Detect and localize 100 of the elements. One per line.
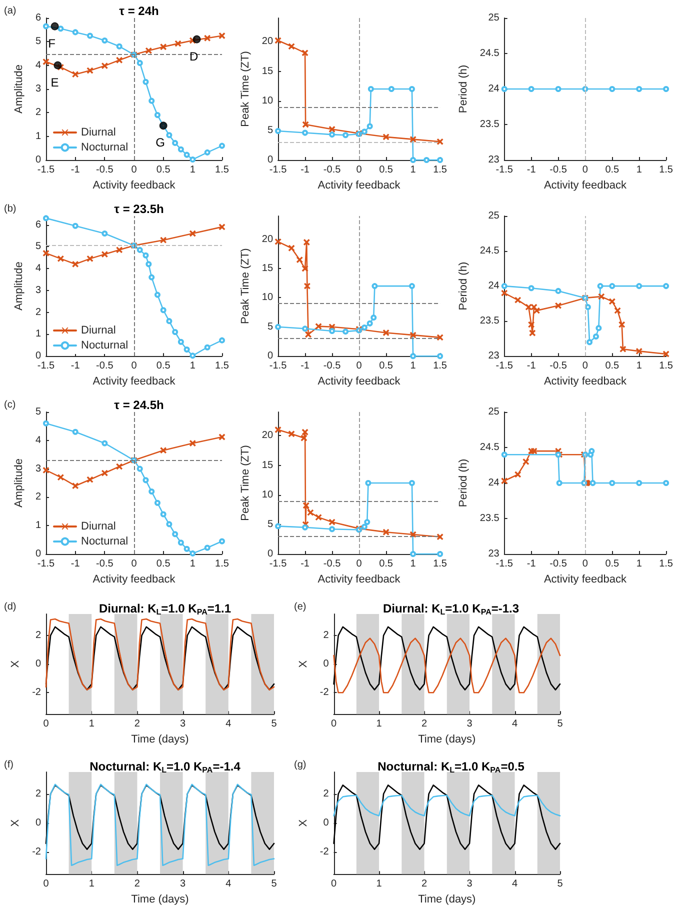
x-tick-label: -1.5 xyxy=(496,558,514,570)
x-tick-label: -1 xyxy=(300,360,310,372)
y-tick-label: 24.5 xyxy=(480,442,500,453)
x-tick-label: -1 xyxy=(70,558,80,570)
x-tick-label: 1.5 xyxy=(215,360,230,372)
y-tick-label: 24.5 xyxy=(480,48,500,59)
x-tick-label: 0.5 xyxy=(379,164,394,176)
x-tick-label: -1.5 xyxy=(496,360,514,372)
y-tick-label: 25 xyxy=(488,12,500,24)
y-tick-label: 5 xyxy=(35,36,42,48)
x-tick-label: 3 xyxy=(466,718,473,730)
y-tick-label: 23.5 xyxy=(480,119,500,130)
x-axis-title: Activity feedback xyxy=(92,376,176,388)
x-tick-label: 2 xyxy=(421,718,428,730)
x-axis-title: Activity feedback xyxy=(318,179,401,192)
x-tick-label: 1 xyxy=(410,164,416,176)
x-tick-label: -0.5 xyxy=(323,558,342,570)
x-tick-label: 1.5 xyxy=(659,164,674,176)
y-axis-title: Period (h) xyxy=(458,64,470,114)
y-tick-label: 3 xyxy=(35,84,42,94)
text: (e) xyxy=(294,602,306,612)
x-tick-label: 0.5 xyxy=(156,558,171,570)
x-tick-label: 0 xyxy=(582,558,588,570)
x-axis-title: Time (days) xyxy=(418,734,476,746)
y-tick-label: 10 xyxy=(262,292,274,304)
x-tick-label: 3 xyxy=(466,878,473,890)
x-axis-title: Activity feedback xyxy=(544,376,627,388)
y-tick-label: 0 xyxy=(35,818,42,829)
y-tick-label: 0 xyxy=(35,154,42,166)
y-tick-label: 0 xyxy=(35,548,42,560)
annotation: G xyxy=(156,136,166,150)
y-tick-label: 20 xyxy=(262,36,274,48)
y-axis-title: Peak Time (ZT) xyxy=(240,51,252,127)
y-tick-label: 24 xyxy=(488,84,500,94)
x-tick-label: 5 xyxy=(557,878,564,890)
text: (a) xyxy=(4,6,16,16)
y-tick-label: 4 xyxy=(35,60,42,71)
y-tick-label: 20 xyxy=(262,430,274,442)
x-tick-label: -1 xyxy=(526,558,536,570)
x-tick-label: 0 xyxy=(356,558,362,570)
x-axis-title: Activity feedback xyxy=(318,573,401,586)
x-tick-label: 0.5 xyxy=(605,164,620,176)
x-axis-title: Activity feedback xyxy=(318,376,401,388)
x-tick-label: 0 xyxy=(131,558,138,570)
x-tick-label: 4 xyxy=(226,878,232,890)
x-tick-label: -0.5 xyxy=(323,360,342,372)
legend-label: Diurnal xyxy=(81,324,116,336)
x-axis-title: Activity feedback xyxy=(544,179,627,192)
x-tick-label: 1 xyxy=(88,878,95,890)
y-tick-label: 24.5 xyxy=(480,246,500,257)
x-tick-label: 1.5 xyxy=(433,164,448,176)
y-tick-label: 1 xyxy=(35,328,42,340)
annotation: D xyxy=(189,49,198,64)
x-axis-title: Activity feedback xyxy=(92,179,176,192)
annotation: E xyxy=(50,75,59,90)
y-tick-label: 15 xyxy=(262,66,274,77)
x-tick-label: -0.5 xyxy=(323,164,342,176)
y-tick-label: 25 xyxy=(488,210,500,222)
x-tick-label: -1.5 xyxy=(269,164,288,176)
x-tick-label: 4 xyxy=(512,878,518,890)
x-tick-label: 4 xyxy=(512,718,518,730)
y-tick-label: 25 xyxy=(488,406,500,418)
x-tick-label: 4 xyxy=(226,718,232,730)
y-tick-label: 23.5 xyxy=(480,513,500,524)
y-tick-label: 23.5 xyxy=(480,316,500,327)
x-tick-label: 2 xyxy=(134,878,140,890)
y-axis-title: Peak Time (ZT) xyxy=(240,248,252,324)
x-tick-label: 0.5 xyxy=(379,558,394,570)
x-axis-title: Time (days) xyxy=(418,894,476,906)
y-tick-label: 5 xyxy=(267,321,274,332)
x-tick-label: 1 xyxy=(636,558,642,570)
text: (b) xyxy=(4,204,16,214)
y-axis-title: Peak Time (ZT) xyxy=(240,445,252,521)
x-tick-label: 0 xyxy=(43,878,50,890)
y-tick-label: 3 xyxy=(35,284,42,296)
x-tick-label: 0 xyxy=(582,360,588,372)
y-tick-label: 1 xyxy=(35,520,42,532)
x-tick-label: 1 xyxy=(636,164,642,176)
y-axis-title: Period (h) xyxy=(458,458,470,508)
x-tick-label: 0.5 xyxy=(379,360,394,372)
x-tick-label: 1.5 xyxy=(215,558,230,570)
x-tick-label: 0.5 xyxy=(156,164,171,176)
x-tick-label: -1 xyxy=(70,164,80,176)
x-tick-label: 2 xyxy=(134,718,140,730)
y-tick-label: 0 xyxy=(35,350,42,362)
x-tick-label: 0 xyxy=(582,164,588,176)
x-tick-label: -0.5 xyxy=(550,164,568,176)
x-tick-label: -0.5 xyxy=(96,164,114,176)
x-tick-label: 1 xyxy=(88,718,95,730)
y-tick-label: 0 xyxy=(323,658,330,670)
y-tick-label: 3 xyxy=(35,463,42,474)
y-tick-label: 2 xyxy=(35,306,42,318)
y-tick-label: 2 xyxy=(323,630,330,641)
y-tick-label: 0 xyxy=(267,350,274,362)
x-tick-label: 1.5 xyxy=(215,164,230,176)
x-tick-label: 0 xyxy=(331,718,338,730)
y-tick-label: 4 xyxy=(35,263,42,274)
y-tick-label: 2 xyxy=(35,492,42,503)
y-axis-title: X xyxy=(10,660,22,668)
x-tick-label: 1 xyxy=(410,558,416,570)
